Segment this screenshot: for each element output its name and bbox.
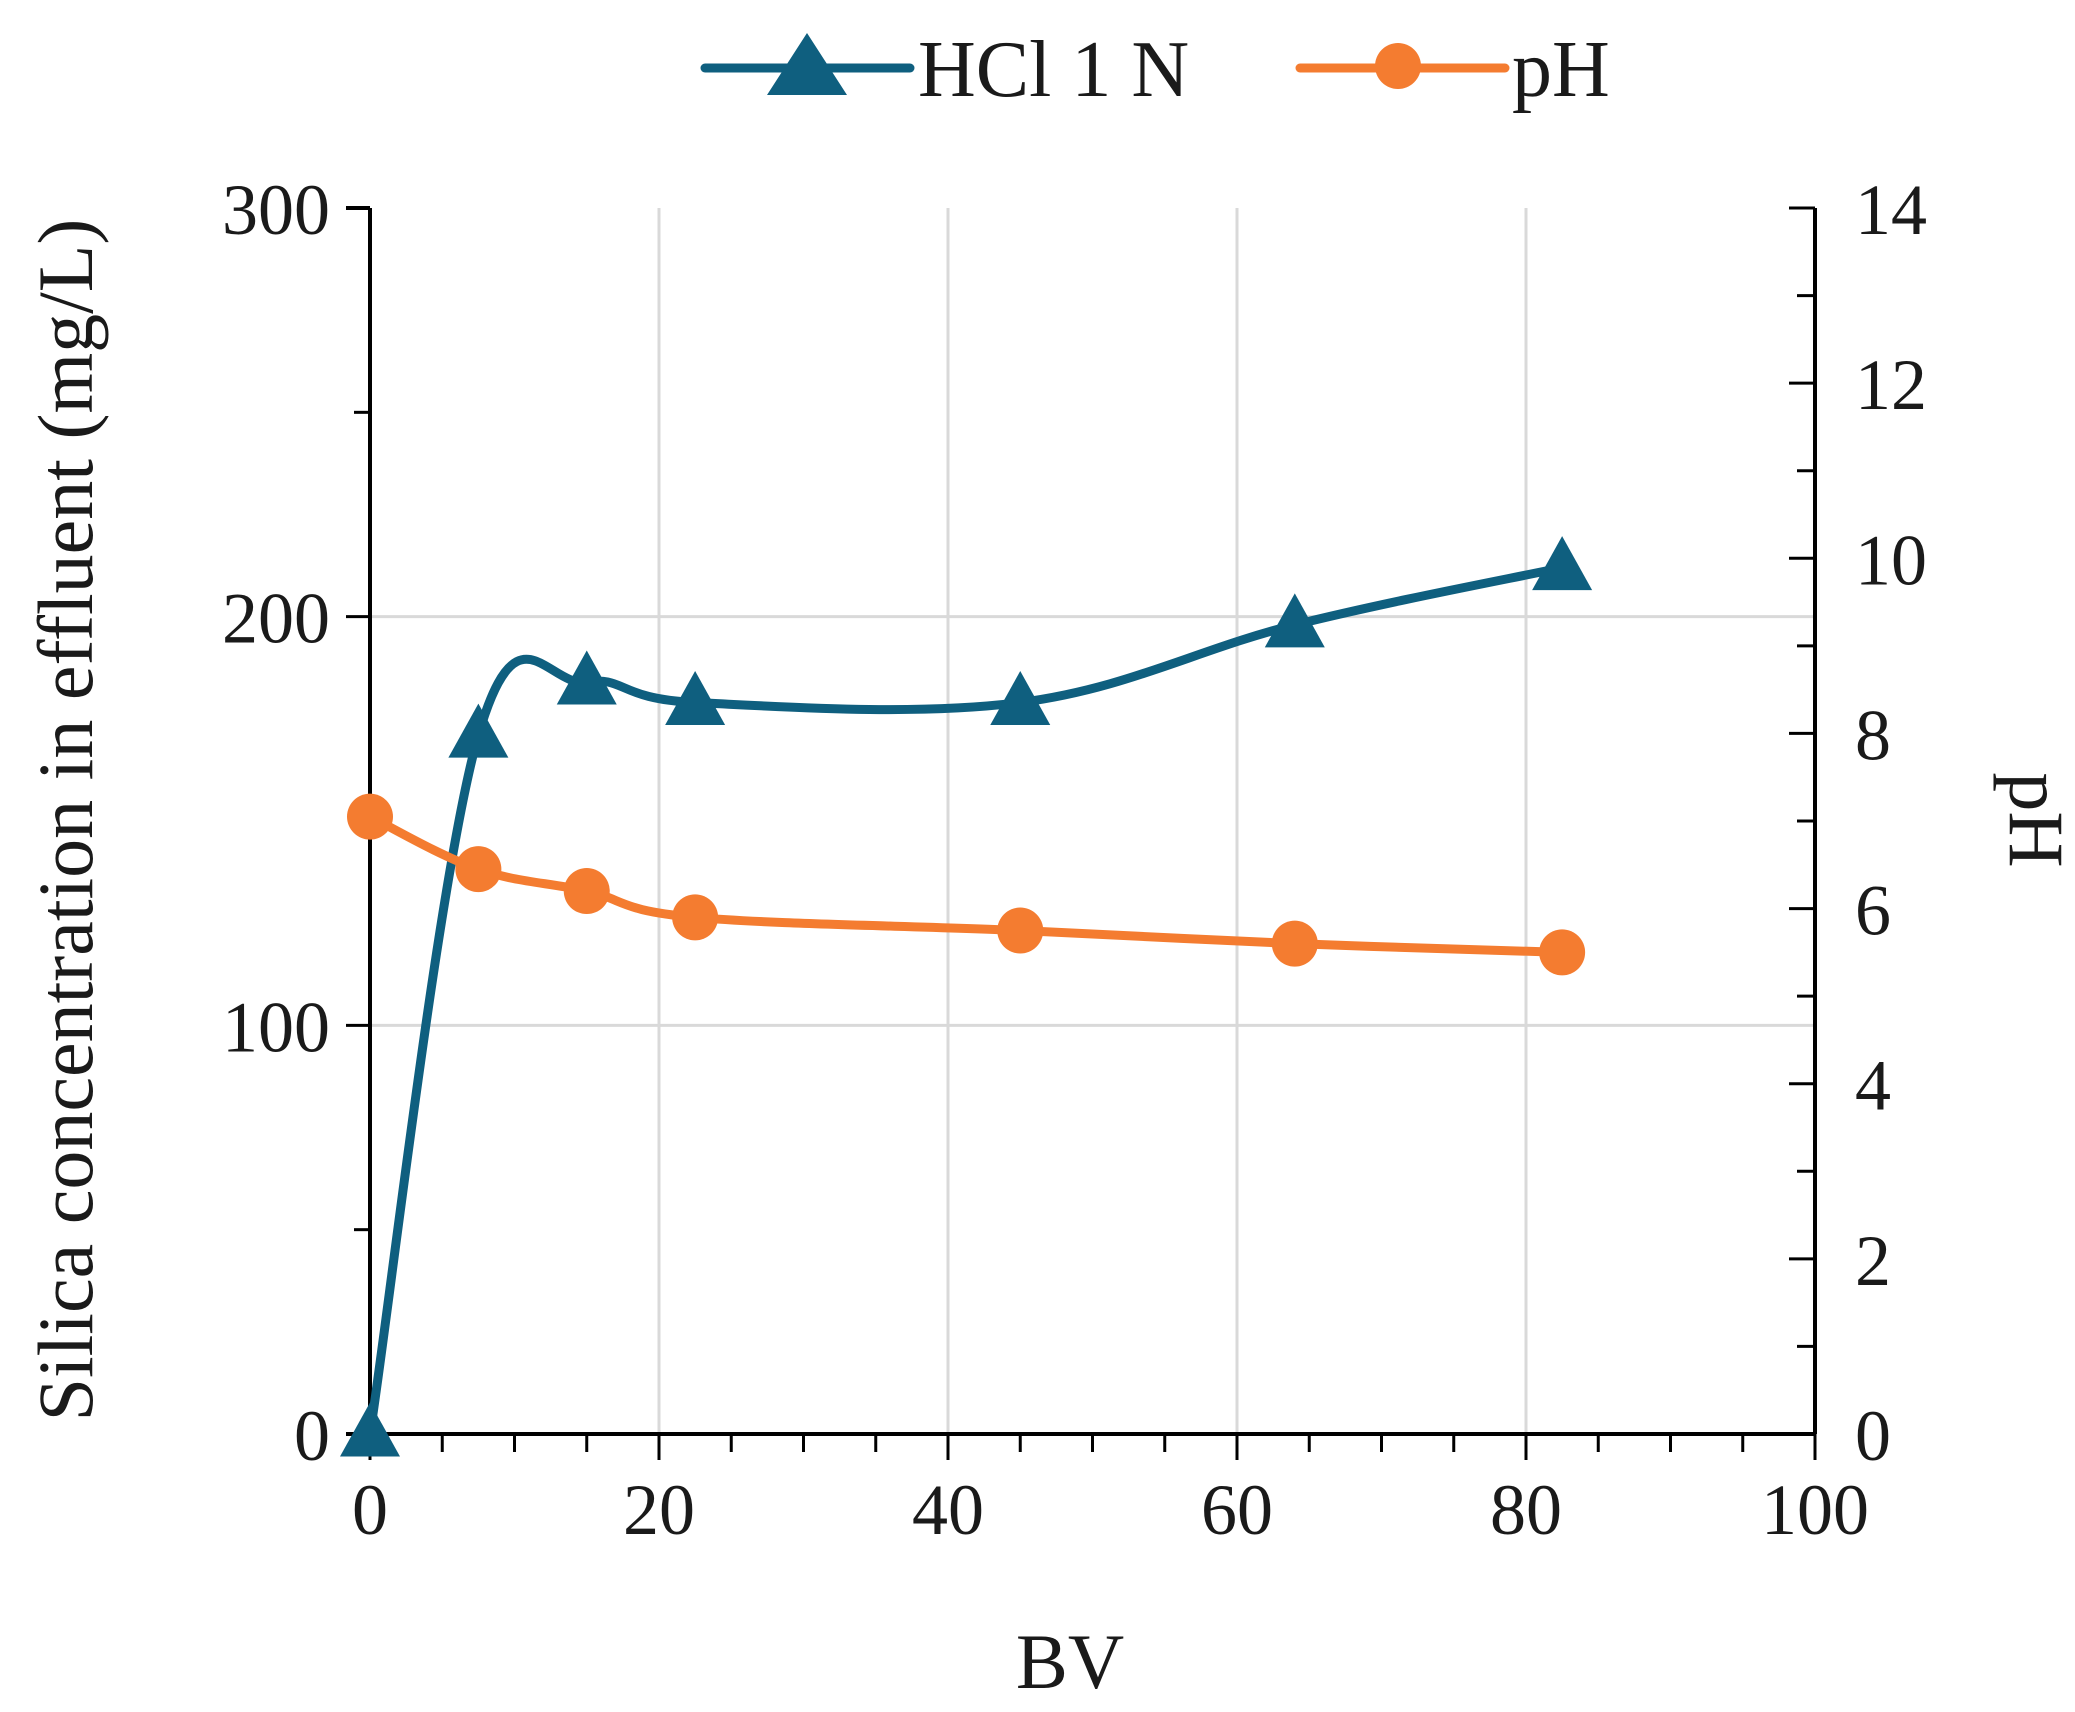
- data-point-triangle: [1264, 593, 1325, 648]
- legend-marker-hcl: [767, 33, 847, 95]
- y-tick-label: 200: [222, 579, 330, 659]
- data-point-circle: [997, 907, 1044, 954]
- x-tick-label: 60: [1201, 1470, 1273, 1550]
- y2-tick-label: 10: [1855, 520, 1927, 600]
- y2-tick-label: 2: [1855, 1221, 1891, 1301]
- data-point-triangle: [556, 650, 617, 705]
- data-point-triangle: [448, 703, 509, 758]
- data-point-circle: [455, 846, 502, 893]
- y-tick-label: 0: [294, 1396, 330, 1476]
- data-point-circle: [347, 793, 393, 840]
- data-point-triangle: [990, 670, 1051, 725]
- data-point-triangle: [665, 670, 726, 725]
- series-line: [365, 563, 1567, 1439]
- y-axis-title: Silica concentration in effluent (mg/L): [22, 219, 109, 1422]
- x-tick-label: 40: [912, 1470, 984, 1550]
- y2-tick-label: 4: [1855, 1046, 1891, 1126]
- plot-frame: [346, 206, 1817, 1436]
- series-line: [365, 812, 1567, 957]
- series-ph: [347, 793, 1586, 976]
- data-point-circle: [563, 868, 610, 915]
- axis-ticks: [346, 206, 1817, 1460]
- y-tick-label: 100: [222, 987, 330, 1067]
- data-point-triangle: [1532, 536, 1593, 591]
- legend-marker-ph: [1375, 43, 1421, 89]
- data-point-circle: [1539, 929, 1586, 976]
- x-axis-title: BV: [1016, 1618, 1124, 1705]
- x-tick-label: 20: [623, 1470, 695, 1550]
- x-tick-label: 80: [1490, 1470, 1562, 1550]
- legend: HCl 1 N pH: [700, 26, 1610, 114]
- y2-tick-label: 12: [1855, 345, 1927, 425]
- y-tick-label: 300: [222, 170, 330, 250]
- x-tick-label: 100: [1761, 1470, 1869, 1550]
- grid-lines: [370, 208, 1815, 1434]
- y2-tick-label: 14: [1855, 170, 1927, 250]
- series-hcl: [340, 536, 1593, 1457]
- y2-tick-label: 8: [1855, 695, 1891, 775]
- series-layer: [340, 536, 1593, 1457]
- x-tick-label: 0: [352, 1470, 388, 1550]
- legend-label-ph: pH: [1512, 26, 1610, 114]
- y2-axis-title: pH: [1993, 772, 2075, 867]
- data-point-circle: [672, 894, 719, 941]
- y2-tick-label: 6: [1855, 871, 1891, 951]
- data-point-circle: [1271, 920, 1318, 967]
- y2-tick-label: 0: [1855, 1396, 1891, 1476]
- legend-label-hcl: HCl 1 N: [918, 26, 1189, 114]
- data-point-triangle: [340, 1402, 400, 1457]
